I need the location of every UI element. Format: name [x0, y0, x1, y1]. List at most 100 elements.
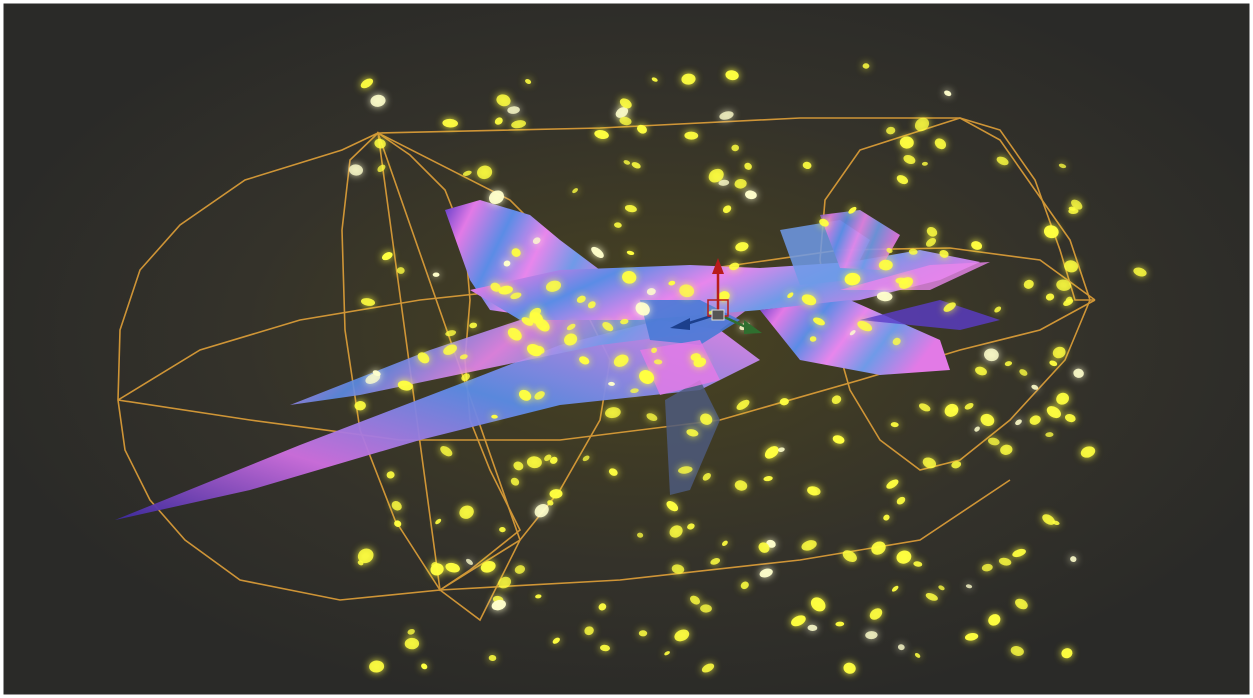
particle	[386, 471, 395, 479]
particle	[664, 651, 670, 656]
particle	[594, 130, 609, 139]
particle	[984, 348, 999, 362]
particle	[507, 327, 522, 341]
particle	[510, 292, 522, 300]
particle	[1068, 208, 1079, 215]
particle	[591, 246, 604, 258]
particle	[1073, 368, 1084, 378]
particle	[718, 291, 730, 302]
particle	[357, 548, 374, 564]
particle	[719, 111, 734, 120]
particle	[971, 241, 983, 250]
particle	[440, 446, 453, 457]
particle	[498, 576, 512, 589]
particle	[914, 652, 921, 658]
particle	[981, 563, 993, 572]
particle	[1056, 279, 1071, 291]
particle	[513, 461, 524, 471]
particle	[764, 446, 779, 459]
particle	[679, 284, 695, 298]
particle	[831, 395, 842, 405]
particle	[925, 593, 938, 601]
particle	[491, 414, 498, 419]
particle	[718, 179, 730, 186]
transform-gizmo-icon[interactable]	[670, 258, 762, 334]
particle	[865, 631, 878, 640]
particle	[619, 116, 632, 126]
particle	[653, 359, 663, 365]
particle	[725, 70, 739, 81]
particle	[510, 477, 520, 486]
particle	[1058, 163, 1067, 169]
particle	[445, 562, 460, 573]
particle	[745, 190, 757, 200]
particle	[998, 557, 1012, 566]
particle	[638, 630, 648, 637]
particle	[801, 294, 817, 306]
particle	[377, 164, 386, 172]
jet-aircraft-icon[interactable]	[115, 200, 1000, 520]
particle	[564, 333, 578, 346]
particle	[544, 454, 552, 462]
particle	[689, 595, 701, 605]
particle	[518, 389, 532, 401]
particle	[619, 98, 632, 109]
particle	[883, 514, 890, 521]
particle	[988, 614, 1001, 626]
particle	[759, 568, 773, 578]
particle	[807, 486, 821, 496]
particle	[876, 291, 893, 302]
particle	[674, 629, 690, 642]
particle	[975, 366, 987, 376]
particle	[391, 501, 402, 511]
particle	[721, 540, 728, 546]
particle	[540, 325, 548, 331]
particle	[421, 663, 428, 670]
particle	[892, 337, 901, 346]
particle	[462, 170, 472, 176]
glow-particle-icon	[349, 63, 1147, 674]
particle	[914, 117, 930, 132]
particle	[723, 205, 732, 214]
particle	[511, 248, 521, 257]
particle	[735, 242, 749, 252]
particle	[507, 106, 520, 114]
particle	[381, 252, 393, 261]
particle	[349, 164, 363, 176]
particle	[360, 298, 376, 306]
move-handle-icon[interactable]	[707, 299, 729, 321]
particle	[842, 550, 857, 563]
arrow-up-icon[interactable]	[712, 258, 724, 314]
particle	[1042, 514, 1055, 525]
particle	[801, 540, 817, 551]
particle	[624, 204, 637, 213]
particle	[943, 302, 956, 312]
particle	[576, 295, 586, 303]
particle	[835, 621, 845, 627]
particle	[529, 312, 543, 325]
particle	[944, 90, 952, 97]
particle	[511, 120, 527, 129]
particle	[494, 117, 503, 125]
particle	[622, 270, 637, 284]
particle	[862, 63, 870, 69]
particle	[445, 330, 457, 337]
particle	[896, 550, 912, 564]
particle	[498, 285, 513, 295]
particle	[404, 637, 420, 650]
particle	[499, 526, 506, 533]
particle	[890, 422, 899, 428]
particle	[918, 403, 931, 412]
particle	[630, 388, 639, 394]
particle	[1031, 384, 1039, 390]
particle	[646, 288, 656, 296]
particle	[637, 124, 647, 134]
particle	[526, 456, 542, 469]
particle	[965, 584, 973, 589]
particle	[394, 520, 402, 528]
particle	[974, 426, 980, 432]
particle	[490, 282, 501, 292]
particle	[651, 347, 658, 353]
